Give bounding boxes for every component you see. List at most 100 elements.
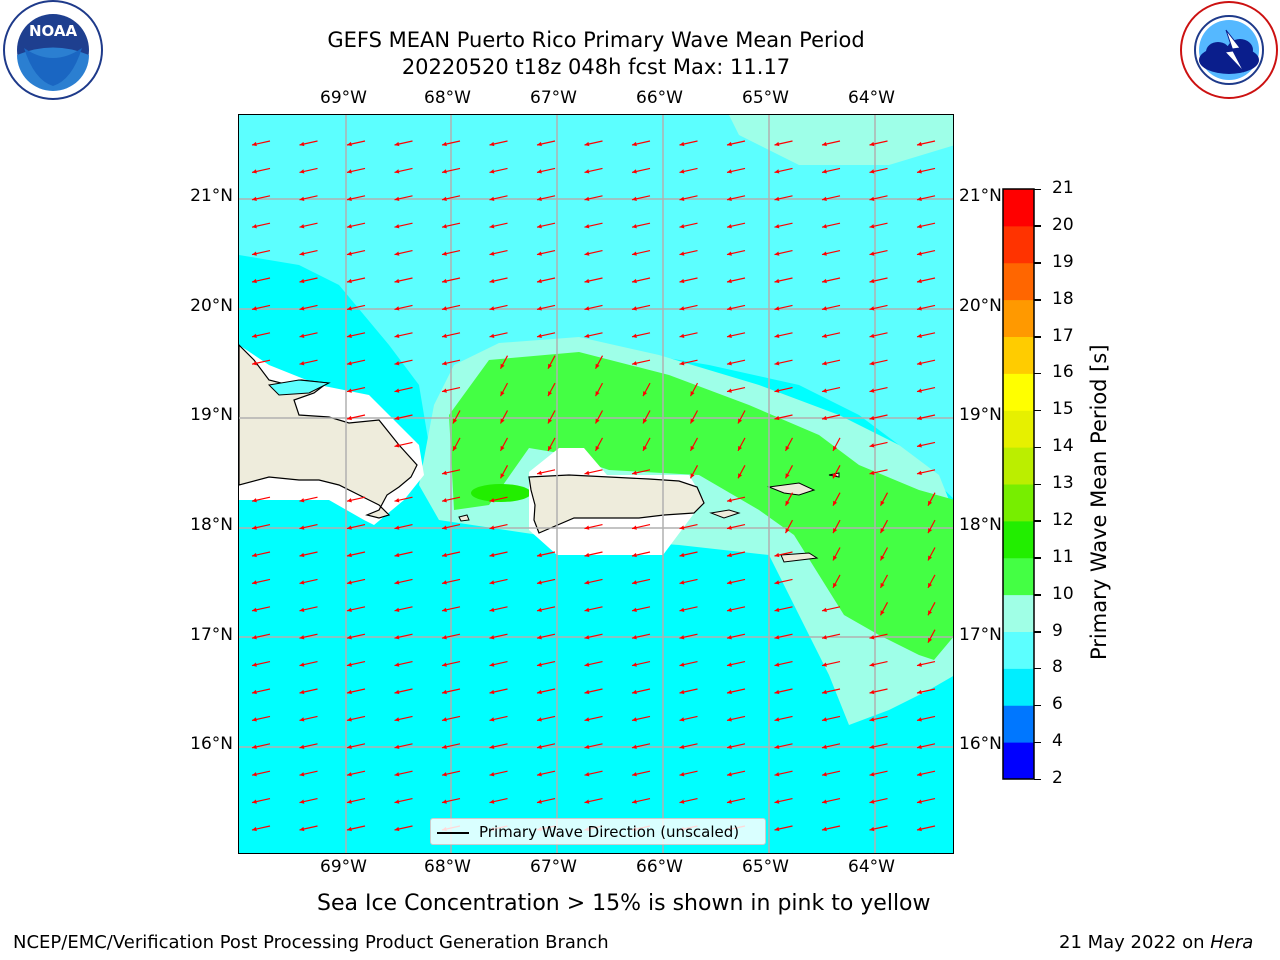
wave-direction-arrow (394, 414, 413, 421)
wave-direction-arrow (536, 250, 556, 256)
lat-label-right: 16°N (959, 734, 1002, 754)
wave-direction-arrow (299, 250, 318, 256)
wave-direction-arrow (251, 140, 271, 147)
wave-direction-arrow (489, 661, 508, 667)
wave-direction-arrow (832, 574, 841, 589)
wave-direction-arrow (631, 304, 651, 311)
wave-direction-arrow (299, 825, 318, 832)
wave-direction-arrow (441, 798, 461, 804)
wave-direction-arrow (554, 852, 555, 853)
wave-direction-arrow (631, 688, 651, 695)
wave-direction-arrow (726, 359, 746, 366)
wave-direction-arrow (642, 437, 651, 452)
wave-direction-arrow (601, 852, 603, 853)
wave-direction-arrow (631, 277, 651, 284)
wave-direction-arrow (346, 524, 366, 530)
wave-direction-arrow (299, 277, 318, 284)
colorbar-tick-mark (1034, 225, 1041, 227)
sea-ice-note: Sea Ice Concentration > 15% is shown in … (317, 891, 931, 916)
wave-direction-arrow (679, 743, 698, 749)
wave-direction-arrow (927, 492, 936, 506)
wave-direction-arrow (679, 222, 698, 229)
wave-direction-arrow (299, 167, 318, 174)
lon-label-bottom: 65°W (742, 857, 789, 877)
lon-label-top: 66°W (636, 88, 683, 108)
wave-direction-arrow (459, 852, 460, 853)
wave-direction-arrow (441, 524, 461, 530)
lat-label-right: 21°N (959, 186, 1002, 206)
wave-direction-arrow (346, 250, 366, 256)
wave-direction-arrow (869, 688, 888, 695)
wave-direction-arrow (839, 852, 840, 853)
wave-direction-arrow (346, 578, 366, 585)
wave-direction-arrow (879, 492, 889, 506)
wave-direction-arrow (726, 606, 746, 612)
wave-direction-arrow (821, 167, 841, 174)
colorbar-tick-label: 2 (1052, 768, 1063, 788)
lon-label-top: 69°W (320, 88, 367, 108)
wave-direction-arrow (499, 382, 509, 397)
wave-direction-arrow (784, 465, 794, 479)
wave-direction-arrow (316, 852, 318, 853)
wave-direction-arrow (927, 602, 936, 616)
wave-direction-arrow (394, 633, 413, 640)
wave-11-12s-patch (471, 484, 531, 502)
nws-logo (1180, 1, 1278, 99)
wave-direction-arrow (299, 661, 318, 667)
lon-label-bottom: 68°W (424, 857, 471, 877)
wave-direction-arrow (346, 551, 366, 558)
wave-direction-arrow (916, 715, 936, 722)
run-date-text: 21 May 2022 on (1059, 932, 1205, 953)
wave-direction-arrow (584, 798, 603, 804)
wave-direction-arrow (679, 304, 698, 311)
lon-label-bottom: 69°W (320, 857, 367, 877)
colorbar-tick-label: 9 (1052, 620, 1063, 641)
wave-direction-arrow (394, 661, 413, 667)
wave-direction-arrow (631, 715, 651, 722)
wave-direction-arrow (679, 715, 698, 722)
wave-direction-arrow (869, 770, 888, 777)
wave-direction-arrow (547, 355, 556, 369)
wave-direction-arrow (726, 578, 746, 585)
colorbar-cell (1003, 189, 1034, 227)
wave-direction-arrow (916, 250, 936, 256)
wave-direction-arrow (251, 195, 271, 201)
wave-direction-arrow (821, 332, 841, 338)
wave-direction-arrow (594, 410, 604, 424)
wave-direction-arrow (916, 167, 936, 174)
wave-direction-arrow (299, 222, 318, 229)
wave-direction-arrow (821, 140, 841, 147)
map-legend: Primary Wave Direction (unscaled) (430, 818, 766, 845)
wave-direction-arrow (916, 222, 936, 229)
wave-direction-arrow (394, 359, 413, 366)
wave-direction-arrow (584, 469, 603, 475)
wave-direction-arrow (394, 825, 413, 832)
wave-direction-arrow (346, 715, 366, 722)
wave-direction-arrow (394, 606, 413, 612)
wave-direction-arrow (726, 524, 746, 530)
wave-direction-arrow (689, 437, 699, 452)
wave-direction-arrow (631, 469, 651, 475)
wave-direction-arrow (879, 519, 889, 534)
lat-label-right: 17°N (959, 625, 1002, 645)
wave-direction-arrow (251, 551, 271, 558)
wave-direction-arrow (489, 250, 508, 256)
wave-direction-arrow (869, 140, 888, 147)
wave-direction-arrow (679, 524, 698, 530)
wave-direction-arrow (784, 519, 794, 534)
wave-direction-arrow (251, 825, 271, 832)
wave-direction-arrow (927, 574, 936, 589)
colorbar-tick-mark (1034, 667, 1041, 670)
wave-direction-arrow (879, 574, 889, 589)
wave-direction-arrow (489, 304, 508, 311)
wave-direction-arrow (927, 519, 936, 534)
lon-label-bottom: 67°W (530, 857, 577, 877)
wave-direction-arrow (547, 410, 556, 424)
lat-label-right: 19°N (959, 405, 1002, 425)
wave-direction-arrow (441, 715, 461, 722)
wave-direction-arrow (251, 304, 271, 311)
wave-direction-arrow (251, 743, 271, 749)
wave-direction-arrow (832, 492, 841, 506)
wave-direction-arrow (594, 382, 604, 397)
wave-direction-arrow (411, 852, 413, 853)
